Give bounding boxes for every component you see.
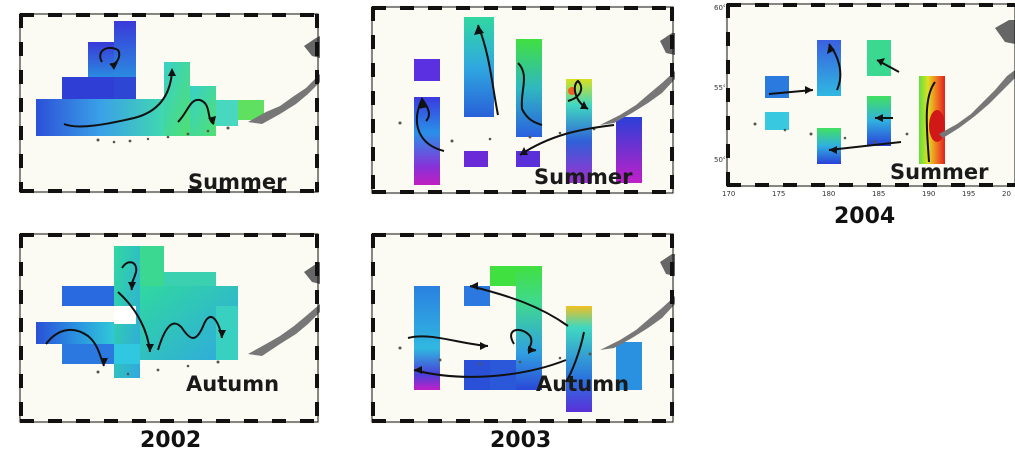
lon-tick: 20	[1002, 190, 1011, 198]
lat-tick: 60°	[714, 4, 727, 12]
land-mass	[248, 74, 320, 124]
lon-tick: 180	[822, 190, 836, 198]
map-frame	[19, 13, 319, 193]
map-2002-summer	[18, 12, 320, 194]
map-2004-summer	[725, 2, 1015, 188]
map-2003-summer	[370, 5, 675, 195]
season-label: Autumn	[186, 372, 280, 396]
map-panel-2002-summer: Summer	[18, 12, 320, 194]
year-label-2004: 2004	[834, 204, 896, 229]
map-panel-2004-summer: 60° 55° 50°	[712, 2, 1015, 202]
map-2002-autumn	[18, 232, 320, 424]
lon-tick: 195	[962, 190, 976, 198]
season-label: Autumn	[536, 372, 630, 396]
lat-tick: 55°	[714, 84, 727, 92]
lat-tick: 50°	[714, 156, 727, 164]
season-label: Summer	[188, 170, 287, 194]
lon-tick: 170	[722, 190, 736, 198]
map-panel-2002-autumn: Autumn	[18, 232, 320, 424]
season-label: Summer	[890, 160, 989, 184]
lon-tick: 185	[872, 190, 886, 198]
lon-tick: 175	[772, 190, 786, 198]
year-label-2002: 2002	[140, 428, 202, 453]
season-label: Summer	[534, 165, 633, 189]
year-label-2003: 2003	[490, 428, 552, 453]
lon-tick: 190	[922, 190, 936, 198]
map-panel-2003-summer: Summer	[370, 5, 675, 195]
map-panel-2003-autumn: Autumn	[370, 232, 675, 424]
map-2003-autumn	[370, 232, 675, 424]
